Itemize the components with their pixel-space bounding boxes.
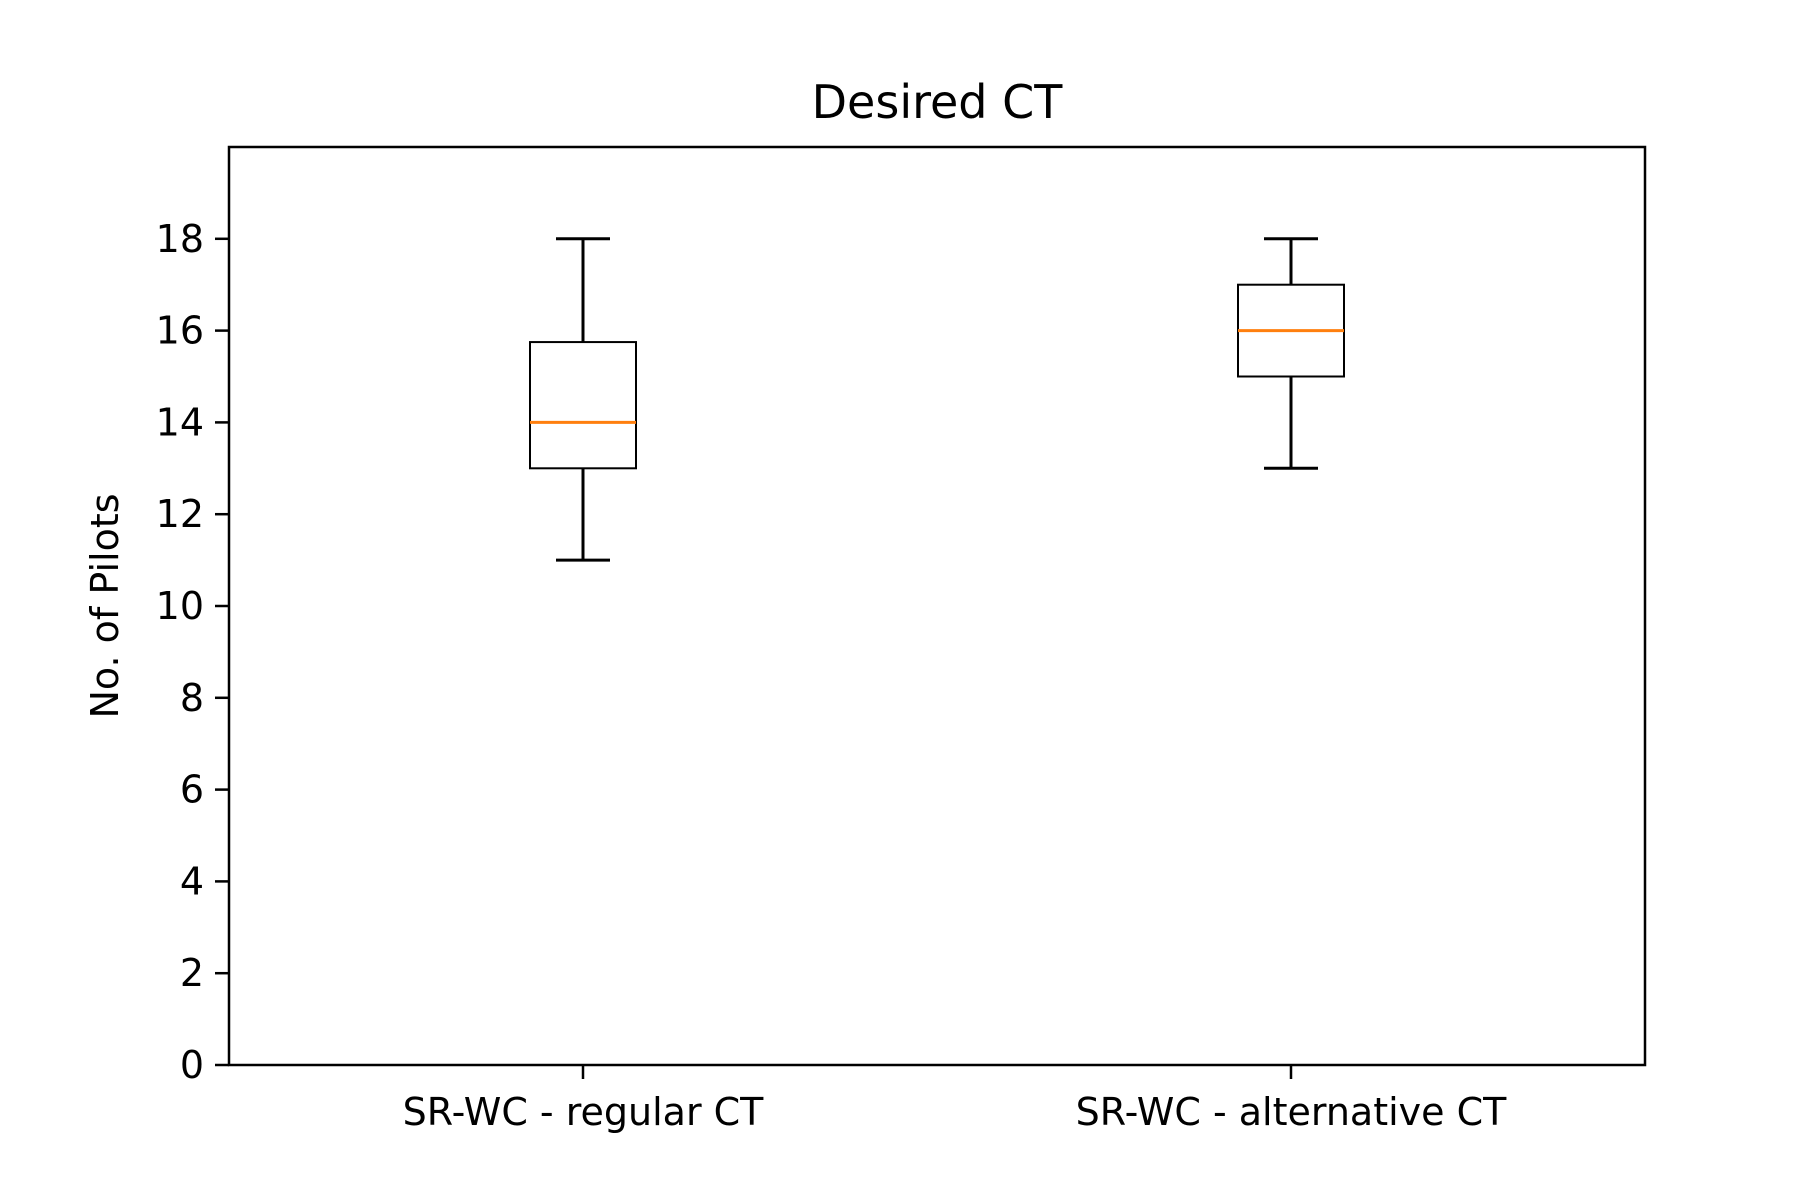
y-tick-label: 16: [156, 309, 204, 353]
y-tick-label: 0: [180, 1043, 204, 1087]
plot-area: 0 2 4 6 8 10 12 14 16 18 SR-WC - regular CT SR-WC -…: [156, 145, 1647, 1134]
chart-title: Desired CT: [812, 75, 1064, 129]
y-tick-label: 2: [180, 951, 204, 995]
y-axis-title: No. of Pilots: [83, 493, 127, 718]
y-tick-label: 8: [180, 676, 204, 720]
y-tick-label: 14: [156, 400, 204, 444]
iqr-box: [529, 341, 637, 470]
x-tick-label: SR-WC - regular CT: [403, 1090, 765, 1134]
x-tick-label: SR-WC - alternative CT: [1076, 1090, 1508, 1134]
y-tick-label: 18: [156, 217, 204, 261]
y-tick-label: 12: [156, 492, 204, 536]
y-tick-label: 4: [180, 859, 204, 903]
y-tick-label: 10: [156, 584, 204, 628]
y-tick-label: 6: [180, 768, 204, 812]
axes-frame: [227, 145, 1647, 1067]
